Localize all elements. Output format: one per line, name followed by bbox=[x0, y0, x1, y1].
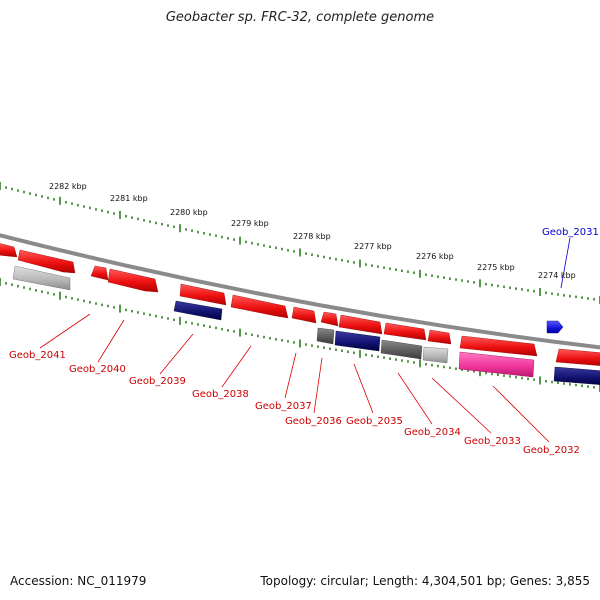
gene-label[interactable]: Geob_2035 bbox=[346, 416, 403, 427]
cds-feature[interactable] bbox=[320, 311, 339, 327]
leader-line bbox=[397, 372, 433, 425]
gene-label[interactable]: Geob_2031 bbox=[542, 227, 599, 238]
dark-gray-feature[interactable] bbox=[380, 339, 423, 360]
inner-scale-ticks bbox=[0, 278, 600, 392]
rna-feature[interactable] bbox=[458, 351, 535, 378]
navy-feature[interactable] bbox=[173, 300, 223, 321]
scale-label: 2276 kbp bbox=[416, 252, 454, 261]
cds-feature[interactable] bbox=[90, 265, 109, 281]
gene-label[interactable]: Geob_2036 bbox=[285, 416, 342, 427]
gene-label[interactable]: Geob_2032 bbox=[523, 445, 580, 456]
leader-line bbox=[313, 357, 323, 414]
gene-label[interactable]: Geob_2033 bbox=[464, 436, 521, 447]
cds-feature[interactable] bbox=[107, 268, 159, 293]
cds-feature[interactable] bbox=[291, 306, 317, 324]
scale-label: 2278 kbp bbox=[293, 232, 331, 241]
gene-label[interactable]: Geob_2041 bbox=[9, 350, 66, 361]
scale-label: 2279 kbp bbox=[231, 219, 269, 228]
cds-feature[interactable] bbox=[179, 283, 227, 306]
gray-feature[interactable] bbox=[12, 265, 71, 291]
dark-gray-feature[interactable] bbox=[316, 327, 335, 345]
scale-label: 2281 kbp bbox=[110, 194, 148, 203]
leader-line bbox=[560, 237, 571, 289]
cds-feature[interactable] bbox=[0, 243, 18, 258]
cds-feature[interactable] bbox=[427, 329, 452, 345]
gene-labels: Geob_2041 Geob_2040 Geob_2039 Geob_2038 … bbox=[9, 227, 599, 456]
navy-feature[interactable] bbox=[553, 366, 600, 385]
forward-strand-features bbox=[0, 243, 600, 366]
scale-label: 2274 kbp bbox=[538, 271, 576, 280]
cds-feature[interactable] bbox=[230, 294, 289, 319]
cds-feature[interactable] bbox=[383, 322, 427, 341]
gene-label[interactable]: Geob_2040 bbox=[69, 364, 126, 375]
leader-line bbox=[159, 333, 194, 375]
scale-label: 2280 kbp bbox=[170, 208, 208, 217]
navy-feature[interactable] bbox=[334, 330, 381, 352]
leader-line bbox=[284, 352, 297, 399]
gray-feature[interactable] bbox=[422, 346, 449, 364]
accession-label: Accession: NC_011979 bbox=[10, 574, 147, 588]
leader-line bbox=[39, 313, 91, 349]
leader-line bbox=[431, 377, 492, 434]
genome-backbone bbox=[0, 233, 600, 350]
gene-label[interactable]: Geob_2038 bbox=[192, 389, 249, 400]
scale-labels: 2282 kbp 2281 kbp 2280 kbp 2279 kbp 2278… bbox=[49, 182, 576, 280]
cds-feature[interactable] bbox=[17, 249, 76, 274]
leader-line bbox=[492, 385, 550, 443]
genome-summary: Topology: circular; Length: 4,304,501 bp… bbox=[260, 574, 590, 588]
scale-label: 2282 kbp bbox=[49, 182, 87, 191]
leader-line bbox=[353, 363, 374, 414]
cds-feature[interactable] bbox=[555, 348, 600, 366]
cds-feature[interactable] bbox=[338, 314, 383, 335]
gene-label[interactable]: Geob_2037 bbox=[255, 401, 312, 412]
leader-line bbox=[221, 345, 252, 388]
map-title: Geobacter sp. FRC-32, complete genome bbox=[165, 10, 435, 25]
outer-scale-ticks bbox=[0, 182, 600, 304]
scale-label: 2275 kbp bbox=[477, 263, 515, 272]
gene-label[interactable]: Geob_2039 bbox=[129, 376, 186, 387]
leader-lines bbox=[39, 237, 571, 443]
gene-label[interactable]: Geob_2034 bbox=[404, 427, 461, 438]
leader-line bbox=[97, 319, 125, 363]
highlighted-gene-feature[interactable] bbox=[546, 320, 564, 334]
scale-label: 2277 kbp bbox=[354, 242, 392, 251]
cds-feature[interactable] bbox=[459, 335, 538, 357]
reverse-strand-features bbox=[12, 265, 600, 385]
